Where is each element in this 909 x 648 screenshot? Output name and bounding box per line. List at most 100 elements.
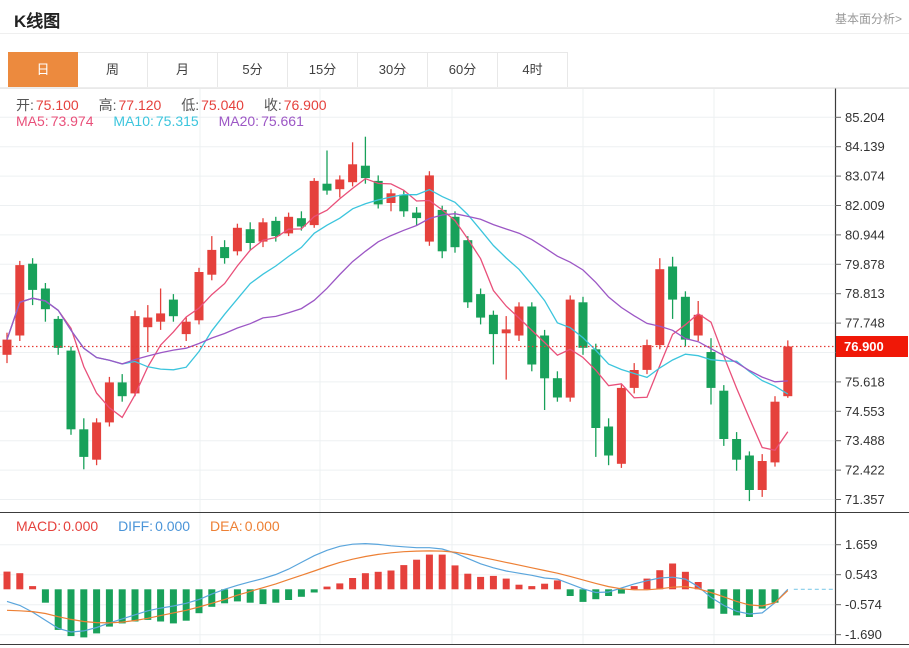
current-price-tag (836, 336, 908, 357)
macd-bar-negative (157, 589, 165, 622)
candle-up (309, 180, 319, 226)
candle-down (28, 263, 38, 290)
macd-bar-positive (694, 582, 702, 590)
macd-bar-positive (3, 571, 11, 590)
candle-down (680, 296, 690, 340)
diff-line (6, 542, 789, 633)
tab-30min[interactable]: 30分 (358, 52, 428, 88)
macd-bar-positive (515, 584, 523, 590)
candle-up (783, 346, 793, 397)
fundamental-analysis-link[interactable]: 基本面分析> (834, 12, 902, 26)
macd-bar-negative (105, 589, 113, 627)
macd-bar-positive (681, 571, 689, 590)
macd-bar-negative (208, 589, 216, 607)
macd-bar-negative (272, 589, 280, 603)
candle-up (424, 175, 434, 242)
candle-up (770, 401, 780, 463)
tab-week[interactable]: 周 (78, 52, 148, 88)
candle-up (629, 370, 639, 388)
candle-down (168, 299, 178, 317)
candle-up (15, 265, 25, 336)
price-axis-label: 85.204 (845, 110, 885, 125)
macd-bar-negative (221, 589, 229, 604)
macd-bar-negative (566, 589, 574, 596)
macd-bar-negative (720, 589, 728, 614)
macd-bar-positive (387, 570, 395, 590)
candle-up (284, 216, 294, 234)
candle-up (642, 345, 652, 370)
macd-bar-negative (41, 589, 49, 603)
price-axis-label: 82.009 (845, 198, 885, 213)
current-price-tag-label: 76.900 (844, 339, 884, 354)
macd-bar-positive (541, 583, 549, 590)
tab-day[interactable]: 日 (8, 52, 78, 88)
candle-up (2, 339, 12, 355)
dea-line (6, 550, 789, 624)
price-axis-label: 73.488 (845, 433, 885, 448)
candle-up (348, 164, 358, 183)
tab-4hour[interactable]: 4时 (498, 52, 568, 88)
price-axis-label: 71.357 (845, 492, 885, 507)
macd-bar-negative (707, 589, 715, 609)
macd-bar-negative (297, 589, 305, 597)
macd-bar-negative (93, 589, 101, 634)
macd-bar-positive (477, 576, 485, 590)
candle-down (706, 352, 716, 388)
macd-bar-positive (489, 575, 497, 590)
macd-bar-negative (745, 589, 753, 617)
macd-bar-negative (246, 589, 254, 603)
candle-up (616, 387, 626, 464)
candle-down (437, 209, 447, 252)
candle-down (732, 439, 742, 460)
macd-bar-negative (80, 589, 88, 638)
candle-up (655, 269, 665, 346)
macd-bar-positive (630, 586, 638, 590)
macd-bar-negative (195, 589, 203, 614)
candle-down (40, 288, 50, 310)
candle-up (693, 314, 703, 336)
macd-bar-positive (656, 570, 664, 590)
tab-60min[interactable]: 60分 (428, 52, 498, 88)
tab-month[interactable]: 月 (148, 52, 218, 88)
tab-15min[interactable]: 15分 (288, 52, 358, 88)
tabbar-underline (0, 87, 909, 88)
ma20-line (6, 213, 788, 383)
candle-down (117, 382, 127, 397)
header-divider (0, 33, 909, 34)
candle-up (143, 317, 153, 328)
candle-down (591, 349, 601, 428)
macd-bar-positive (336, 583, 344, 590)
candle-up (757, 461, 767, 490)
candle-down (271, 220, 281, 237)
macd-bar-negative (310, 589, 318, 593)
candle-down (245, 229, 255, 243)
candle-up (156, 313, 166, 322)
macd-bar-positive (323, 586, 331, 590)
macd-bar-negative (259, 589, 267, 605)
candle-down (360, 165, 370, 179)
kline-chart-area[interactable]: 85.204 84.139 83.074 82.009 80.944 79.878 78.8… (0, 88, 909, 648)
macd-bar-negative (579, 589, 587, 602)
macd-bar-positive (413, 559, 421, 590)
macd-axis-label: -0.574 (845, 597, 882, 612)
macd-bar-positive (451, 565, 459, 590)
candle-up (258, 222, 268, 242)
candle-down (399, 194, 409, 212)
macd-bar-positive (425, 554, 433, 590)
candle-down (668, 266, 678, 300)
macd-bar-positive (464, 573, 472, 590)
macd-bar-positive (528, 586, 536, 590)
kline-chart-svg[interactable]: 85.204 84.139 83.074 82.009 80.944 79.878 78.8… (0, 88, 909, 648)
candle-down (220, 247, 230, 259)
price-axis-label: 74.553 (845, 404, 885, 419)
tab-5min[interactable]: 5分 (218, 52, 288, 88)
macd-axis-label: -1.690 (845, 627, 882, 642)
candle-up (207, 249, 217, 275)
candle-down (578, 302, 588, 348)
candle-down (373, 180, 383, 205)
macd-bar-positive (29, 586, 37, 590)
macd-bar-negative (54, 589, 62, 630)
candle-up (104, 382, 114, 423)
candle-down (552, 378, 562, 398)
